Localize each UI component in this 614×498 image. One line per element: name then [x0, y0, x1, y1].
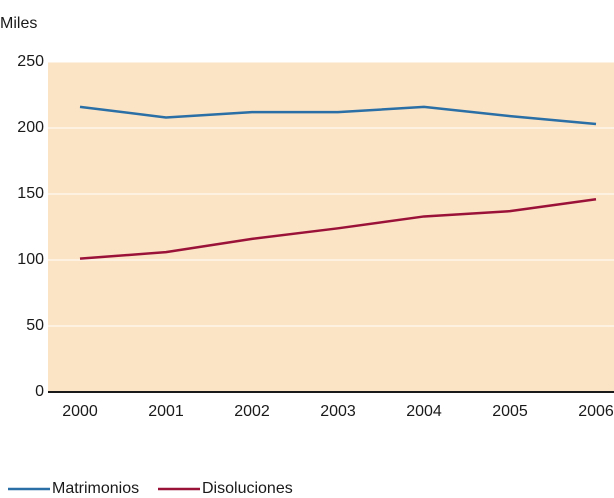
- legend-label: Matrimonios: [52, 480, 139, 497]
- x-tick-label: 2002: [234, 403, 270, 420]
- x-tick-label: 2000: [62, 403, 98, 420]
- y-tick-label: 50: [26, 317, 44, 334]
- x-tick-label: 2003: [320, 403, 356, 420]
- series-line: [79, 105, 597, 126]
- x-tick-label: 2001: [148, 403, 184, 420]
- y-tick-label: 0: [35, 383, 44, 400]
- y-tick-label: 250: [17, 53, 44, 70]
- y-tick-label: 200: [17, 119, 44, 136]
- x-tick-label: 2005: [492, 403, 528, 420]
- x-tick-label: 2004: [406, 403, 442, 420]
- y-axis-label: Miles: [0, 15, 37, 32]
- y-tick-label: 100: [17, 251, 44, 268]
- legend-label: Disoluciones: [202, 480, 293, 497]
- series-line: [79, 198, 597, 260]
- y-tick-label: 150: [17, 185, 44, 202]
- x-tick-label: 2006: [578, 403, 614, 420]
